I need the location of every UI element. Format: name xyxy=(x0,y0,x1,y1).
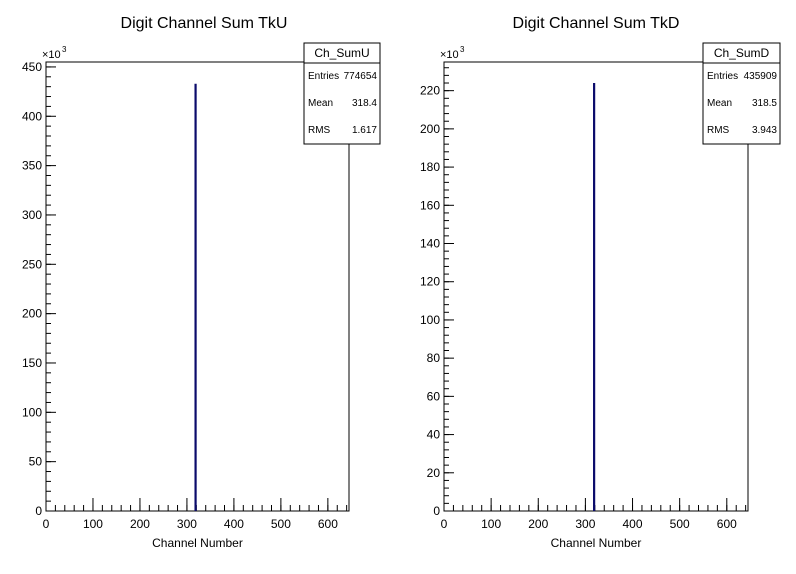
x-tick-label: 200 xyxy=(528,517,548,531)
y-tick-label: 350 xyxy=(22,159,42,173)
x-tick-label: 500 xyxy=(670,517,690,531)
stats-label: Mean xyxy=(308,98,333,109)
y-tick-label: 80 xyxy=(427,351,441,365)
chart-title: Digit Channel Sum TkD xyxy=(513,15,680,32)
x-tick-label: 0 xyxy=(43,517,50,531)
stats-box-name: Ch_SumD xyxy=(714,46,770,60)
stats-value: 318.4 xyxy=(352,98,377,109)
y-tick-label: 220 xyxy=(420,84,440,98)
x-tick-label: 0 xyxy=(441,517,448,531)
y-tick-label: 180 xyxy=(420,160,440,174)
x-tick-label: 300 xyxy=(177,517,197,531)
y-tick-label: 450 xyxy=(22,60,42,74)
y-tick-label: 40 xyxy=(427,428,441,442)
plot-frame xyxy=(45,61,350,512)
x-tick-label: 200 xyxy=(130,517,150,531)
stats-label: RMS xyxy=(707,125,730,136)
stats-value: 1.617 xyxy=(352,125,377,136)
stats-box-name: Ch_SumU xyxy=(314,46,369,60)
y-tick-label: 150 xyxy=(22,356,42,370)
y-multiplier-exponent: 3 xyxy=(62,45,67,54)
y-tick-label: 100 xyxy=(420,313,440,327)
y-tick-label: 300 xyxy=(22,208,42,222)
y-tick-label: 400 xyxy=(22,109,42,123)
histogram-ch-sumu: Digit Channel Sum TkU 0 50 100 150 200 250 300… xyxy=(22,15,381,550)
stats-label: Entries xyxy=(308,71,339,82)
stats-label: Entries xyxy=(707,71,738,82)
x-axis-title: Channel Number xyxy=(152,536,243,550)
stats-value: 318.5 xyxy=(752,98,777,109)
y-tick-label: 60 xyxy=(427,389,441,403)
y-tick-label: 140 xyxy=(420,237,440,251)
stats-value: 435909 xyxy=(744,71,778,82)
y-multiplier-label: ×10 xyxy=(440,49,459,61)
stats-value: 774654 xyxy=(344,71,378,82)
y-tick-label: 250 xyxy=(22,257,42,271)
y-multiplier-exponent: 3 xyxy=(460,45,465,54)
y-tick-label: 200 xyxy=(22,307,42,321)
y-tick-label: 50 xyxy=(29,455,43,469)
x-tick-label: 100 xyxy=(83,517,103,531)
y-tick-label: 0 xyxy=(433,504,440,518)
y-multiplier-label: ×10 xyxy=(42,49,61,61)
stats-value: 3.943 xyxy=(752,125,777,136)
stats-label: RMS xyxy=(308,125,331,136)
x-tick-label: 600 xyxy=(717,517,737,531)
histogram-ch-sumd: Digit Channel Sum TkD 0 20 40 60 80 100 120 140… xyxy=(420,15,781,550)
x-tick-label: 500 xyxy=(271,517,291,531)
plot-frame xyxy=(443,61,749,512)
x-tick-label: 300 xyxy=(575,517,595,531)
y-tick-label: 0 xyxy=(35,504,42,518)
y-tick-label: 100 xyxy=(22,405,42,419)
y-tick-label: 160 xyxy=(420,198,440,212)
x-tick-label: 100 xyxy=(481,517,501,531)
x-axis-title: Channel Number xyxy=(551,536,642,550)
x-tick-label: 400 xyxy=(623,517,643,531)
stats-box-body xyxy=(702,62,781,145)
x-tick-label: 400 xyxy=(224,517,244,531)
x-tick-label: 600 xyxy=(318,517,338,531)
y-tick-label: 20 xyxy=(427,466,441,480)
stats-box-body xyxy=(303,62,381,145)
y-tick-label: 200 xyxy=(420,122,440,136)
stats-label: Mean xyxy=(707,98,732,109)
y-tick-label: 120 xyxy=(420,275,440,289)
chart-title: Digit Channel Sum TkU xyxy=(121,15,288,32)
